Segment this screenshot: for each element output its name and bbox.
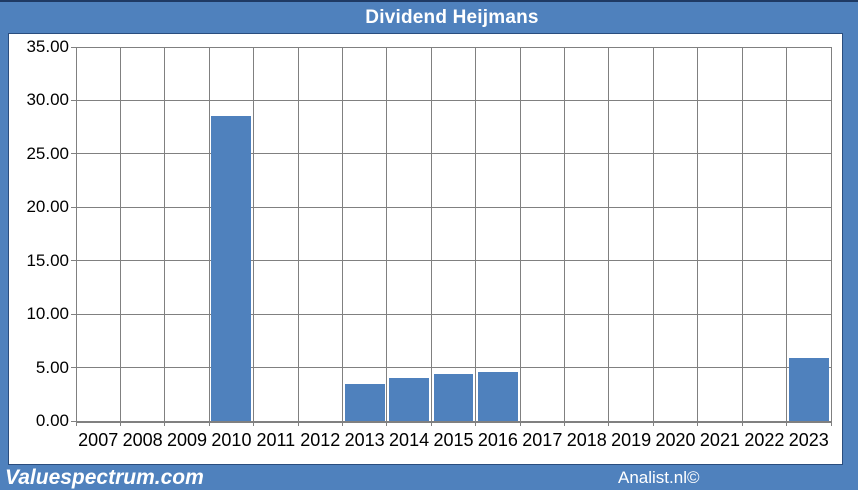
x-axis-label: 2015 bbox=[433, 430, 474, 450]
chart-panel: 35.00 30.00 25.00 20.00 15.00 10.00 5.00 0.00 20… bbox=[8, 33, 843, 465]
h-gridline bbox=[76, 153, 831, 155]
x-axis-tick bbox=[253, 421, 255, 426]
x-axis-label: 2011 bbox=[256, 430, 296, 450]
chart-header: Dividend Heijmans bbox=[0, 2, 858, 33]
y-axis-tick bbox=[71, 99, 76, 101]
v-gridline bbox=[475, 47, 477, 421]
analist-credit-text: Analist.nl© bbox=[618, 467, 700, 487]
h-gridline bbox=[76, 367, 831, 369]
h-gridline bbox=[76, 206, 831, 208]
x-axis-tick bbox=[830, 421, 832, 426]
y-axis-label: 10.00 bbox=[26, 304, 69, 324]
y-axis-label: 5.00 bbox=[35, 357, 69, 377]
h-gridline bbox=[76, 313, 831, 315]
x-axis-label: 2022 bbox=[744, 430, 785, 450]
h-gridline bbox=[76, 46, 831, 48]
y-axis-tick bbox=[71, 206, 76, 208]
x-axis-tick bbox=[564, 421, 566, 426]
x-axis-tick bbox=[386, 421, 388, 426]
v-gridline bbox=[652, 47, 654, 421]
x-axis-tick bbox=[697, 421, 699, 426]
v-gridline bbox=[386, 47, 388, 421]
x-axis-label: 2010 bbox=[211, 430, 252, 450]
x-axis-label: 2007 bbox=[78, 430, 119, 450]
y-axis-tick bbox=[71, 313, 76, 315]
v-gridline bbox=[297, 47, 299, 421]
y-axis-tick bbox=[71, 260, 76, 262]
v-gridline bbox=[253, 47, 255, 421]
v-gridline bbox=[164, 47, 166, 421]
y-axis-tick bbox=[71, 420, 76, 422]
h-gridline bbox=[76, 420, 831, 423]
x-axis-label: 2014 bbox=[389, 430, 430, 450]
x-axis-label: 2008 bbox=[122, 430, 163, 450]
x-axis-tick bbox=[608, 421, 610, 426]
x-axis-tick bbox=[341, 421, 343, 426]
x-axis-tick bbox=[119, 421, 121, 426]
v-gridline bbox=[208, 47, 210, 421]
v-gridline bbox=[430, 47, 432, 421]
dividend-bar bbox=[477, 371, 518, 421]
x-axis-label: 2018 bbox=[566, 430, 607, 450]
v-gridline bbox=[830, 47, 832, 421]
footer-bar: Valuespectrum.com Analist.nl© bbox=[0, 465, 858, 490]
x-axis-tick bbox=[741, 421, 743, 426]
dividend-bar bbox=[211, 116, 252, 421]
y-axis-tick bbox=[71, 153, 76, 155]
x-axis-label: 2009 bbox=[166, 430, 208, 450]
x-axis-tick bbox=[652, 421, 654, 426]
y-axis-label: 0.00 bbox=[35, 411, 69, 430]
x-axis-tick bbox=[75, 421, 77, 426]
dividend-bar bbox=[344, 383, 385, 421]
y-axis-label: 20.00 bbox=[26, 197, 69, 217]
v-gridline bbox=[608, 47, 610, 421]
chart-title: Dividend Heijmans bbox=[365, 6, 539, 28]
y-axis-label: 15.00 bbox=[26, 250, 69, 270]
x-axis-tick bbox=[786, 421, 788, 426]
v-gridline bbox=[741, 47, 743, 421]
x-axis-label: 2017 bbox=[522, 430, 563, 450]
y-axis-tick bbox=[71, 367, 76, 369]
h-gridline bbox=[76, 99, 831, 101]
v-gridline bbox=[697, 47, 699, 421]
y-axis-label: 35.00 bbox=[26, 37, 69, 56]
y-axis-label: 30.00 bbox=[26, 90, 69, 110]
x-axis-label: 2016 bbox=[477, 430, 518, 450]
x-axis-tick bbox=[430, 421, 432, 426]
v-gridline bbox=[119, 47, 121, 421]
x-axis-tick bbox=[475, 421, 477, 426]
valuespectrum-logo-text: Valuespectrum.com bbox=[5, 465, 204, 489]
v-gridline bbox=[341, 47, 343, 421]
top-border-line bbox=[0, 0, 858, 2]
x-axis-tick bbox=[297, 421, 299, 426]
x-axis-label: 2020 bbox=[655, 430, 696, 450]
v-gridline bbox=[75, 47, 77, 421]
v-gridline bbox=[519, 47, 521, 421]
x-axis-label: 2021 bbox=[699, 430, 740, 450]
x-axis-tick bbox=[208, 421, 210, 426]
x-axis-tick bbox=[519, 421, 521, 426]
y-axis-tick bbox=[71, 46, 76, 48]
x-axis-label: 2013 bbox=[344, 430, 385, 450]
v-gridline bbox=[786, 47, 788, 421]
x-axis-label: 2023 bbox=[788, 430, 829, 450]
h-gridline bbox=[76, 260, 831, 262]
v-gridline bbox=[564, 47, 566, 421]
dividend-bar bbox=[433, 373, 474, 421]
x-axis-tick bbox=[164, 421, 166, 426]
y-axis-label: 25.00 bbox=[26, 143, 69, 163]
dividend-bar bbox=[389, 378, 430, 421]
x-axis-label: 2019 bbox=[611, 430, 652, 450]
dividend-bar bbox=[788, 357, 829, 421]
x-axis-label: 2012 bbox=[300, 430, 341, 450]
